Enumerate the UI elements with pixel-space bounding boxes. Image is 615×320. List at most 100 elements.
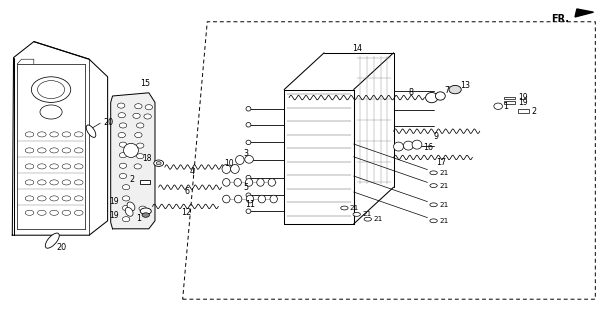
Text: 21: 21 <box>363 212 372 217</box>
Ellipse shape <box>268 179 276 186</box>
Ellipse shape <box>62 164 71 169</box>
Ellipse shape <box>142 213 149 217</box>
Ellipse shape <box>119 173 127 179</box>
Text: 12: 12 <box>181 208 191 217</box>
Ellipse shape <box>46 233 59 248</box>
Ellipse shape <box>74 132 83 137</box>
Ellipse shape <box>135 132 142 138</box>
Ellipse shape <box>135 104 142 109</box>
Ellipse shape <box>231 164 239 173</box>
Ellipse shape <box>50 132 58 137</box>
Text: 21: 21 <box>374 216 383 222</box>
Ellipse shape <box>50 148 58 153</box>
Ellipse shape <box>38 196 46 201</box>
Ellipse shape <box>38 210 46 215</box>
Bar <box>518 109 529 113</box>
Ellipse shape <box>118 113 125 118</box>
Ellipse shape <box>74 164 83 169</box>
Ellipse shape <box>40 105 62 119</box>
Text: 18: 18 <box>143 154 152 163</box>
Ellipse shape <box>119 142 127 147</box>
Text: 1: 1 <box>136 214 141 223</box>
Text: 19: 19 <box>109 212 119 220</box>
Ellipse shape <box>137 154 144 159</box>
Ellipse shape <box>119 163 127 168</box>
Text: 21: 21 <box>440 170 449 176</box>
Ellipse shape <box>449 85 461 94</box>
Ellipse shape <box>62 210 71 215</box>
Ellipse shape <box>137 143 144 148</box>
Ellipse shape <box>246 107 251 111</box>
Text: 15: 15 <box>140 79 150 88</box>
Text: 8: 8 <box>409 88 414 97</box>
Text: 17: 17 <box>437 158 446 167</box>
Ellipse shape <box>341 206 348 210</box>
Ellipse shape <box>430 219 437 223</box>
Bar <box>140 180 150 184</box>
Text: 4: 4 <box>189 167 194 176</box>
Ellipse shape <box>258 195 266 203</box>
Ellipse shape <box>394 142 403 151</box>
Text: 10: 10 <box>224 159 234 168</box>
Ellipse shape <box>38 148 46 153</box>
Ellipse shape <box>246 158 251 162</box>
Ellipse shape <box>74 196 83 201</box>
Ellipse shape <box>134 164 141 169</box>
Text: 9: 9 <box>434 132 438 140</box>
Polygon shape <box>111 93 155 229</box>
Ellipse shape <box>25 210 34 215</box>
Ellipse shape <box>234 179 241 186</box>
Ellipse shape <box>122 205 130 211</box>
Text: 5: 5 <box>243 183 248 192</box>
Text: 11: 11 <box>245 200 255 209</box>
Ellipse shape <box>50 196 58 201</box>
Ellipse shape <box>234 195 242 203</box>
Ellipse shape <box>38 164 46 169</box>
Text: 19: 19 <box>518 93 528 102</box>
Ellipse shape <box>50 164 58 169</box>
Ellipse shape <box>412 140 422 149</box>
Ellipse shape <box>140 208 151 214</box>
Ellipse shape <box>222 164 231 173</box>
Ellipse shape <box>50 210 58 215</box>
Text: 7: 7 <box>444 86 449 95</box>
Ellipse shape <box>154 160 164 166</box>
Ellipse shape <box>122 217 130 222</box>
Text: 21: 21 <box>440 183 449 188</box>
Ellipse shape <box>145 105 153 110</box>
Ellipse shape <box>125 207 133 216</box>
Ellipse shape <box>38 81 65 99</box>
Ellipse shape <box>38 132 46 137</box>
Ellipse shape <box>144 114 151 119</box>
Text: 21: 21 <box>440 202 449 208</box>
Ellipse shape <box>403 141 413 150</box>
Ellipse shape <box>31 77 71 102</box>
Ellipse shape <box>139 206 146 211</box>
Text: 13: 13 <box>460 81 470 90</box>
Ellipse shape <box>245 179 253 186</box>
Text: 21: 21 <box>349 205 359 211</box>
Ellipse shape <box>119 153 127 158</box>
Ellipse shape <box>50 180 58 185</box>
Ellipse shape <box>74 210 83 215</box>
Text: 2: 2 <box>531 107 536 116</box>
Text: 16: 16 <box>423 143 433 152</box>
Ellipse shape <box>38 180 46 185</box>
Ellipse shape <box>25 164 34 169</box>
Ellipse shape <box>137 123 144 128</box>
Ellipse shape <box>133 113 140 118</box>
Ellipse shape <box>74 180 83 185</box>
Ellipse shape <box>122 185 130 190</box>
Ellipse shape <box>127 202 135 211</box>
Ellipse shape <box>223 195 230 203</box>
Text: 20: 20 <box>57 243 66 252</box>
Ellipse shape <box>25 180 34 185</box>
Ellipse shape <box>122 196 130 201</box>
Ellipse shape <box>364 217 371 221</box>
Ellipse shape <box>246 140 251 145</box>
Text: 6: 6 <box>184 188 189 196</box>
Ellipse shape <box>62 196 71 201</box>
Ellipse shape <box>74 148 83 153</box>
Text: 1: 1 <box>503 102 508 111</box>
Ellipse shape <box>494 103 502 109</box>
